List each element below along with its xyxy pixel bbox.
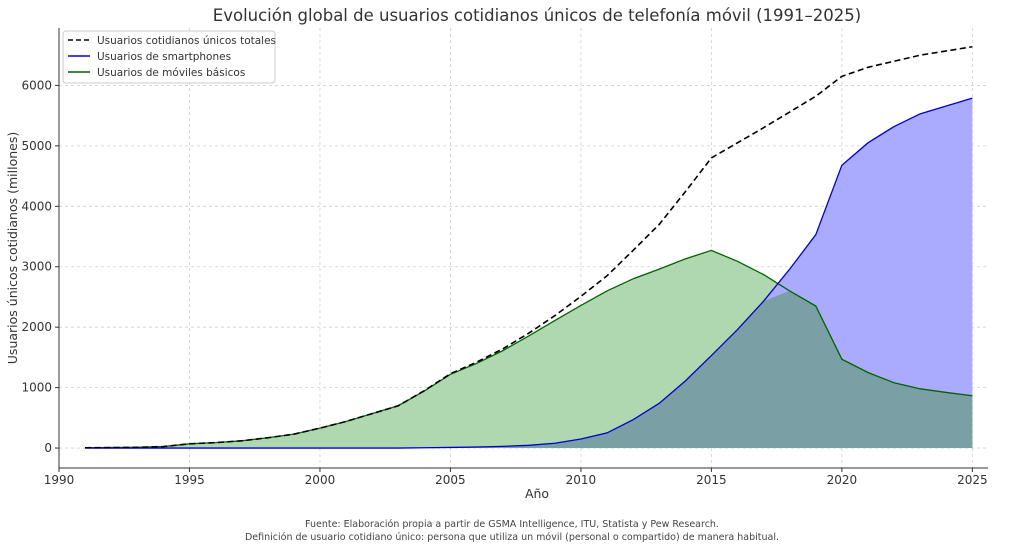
y-tick-label: 5000 [21, 139, 52, 153]
y-tick-label: 1000 [21, 381, 52, 395]
y-tick-label: 6000 [21, 78, 52, 92]
x-tick-label: 2025 [957, 473, 988, 487]
footnote-source: Fuente: Elaboración propia a partir de G… [305, 519, 719, 530]
legend-label-total: Usuarios cotidianos únicos totales [97, 35, 276, 47]
footnote-definition: Definición de usuario cotidiano único: p… [245, 532, 779, 543]
legend-label-smartphones: Usuarios de smartphones [97, 51, 231, 63]
line-total-users [85, 45, 973, 449]
x-tick-label: 2020 [827, 473, 858, 487]
x-axis-label: Año [525, 486, 549, 501]
x-tick-label: 1995 [174, 473, 205, 487]
lines [85, 45, 973, 449]
x-tick-label: 2005 [435, 473, 466, 487]
legend-label-basic: Usuarios de móviles básicos [97, 67, 245, 79]
legend: Usuarios cotidianos únicos totales Usuar… [62, 30, 276, 84]
x-tick-label: 2000 [305, 473, 336, 487]
x-ticks: 1990 1995 2000 2005 2010 2015 2020 2025 [44, 468, 988, 487]
y-tick-label: 4000 [21, 199, 52, 213]
x-tick-label: 2015 [696, 473, 727, 487]
legend-box [62, 30, 276, 84]
line-smartphones [85, 97, 973, 449]
y-axis-label: Usuarios únicos cotidianos (millones) [5, 132, 20, 364]
y-ticks: 0 1000 2000 3000 4000 5000 6000 [21, 78, 59, 455]
y-tick-label: 2000 [21, 320, 52, 334]
x-tick-label: 1990 [44, 473, 75, 487]
chart-title: Evolución global de usuarios cotidianos … [213, 6, 861, 25]
areas [85, 98, 973, 449]
y-tick-label: 3000 [21, 260, 52, 274]
axes [58, 28, 988, 469]
area-overlap [85, 290, 973, 449]
y-tick-label: 0 [44, 441, 52, 455]
x-tick-label: 2010 [566, 473, 597, 487]
